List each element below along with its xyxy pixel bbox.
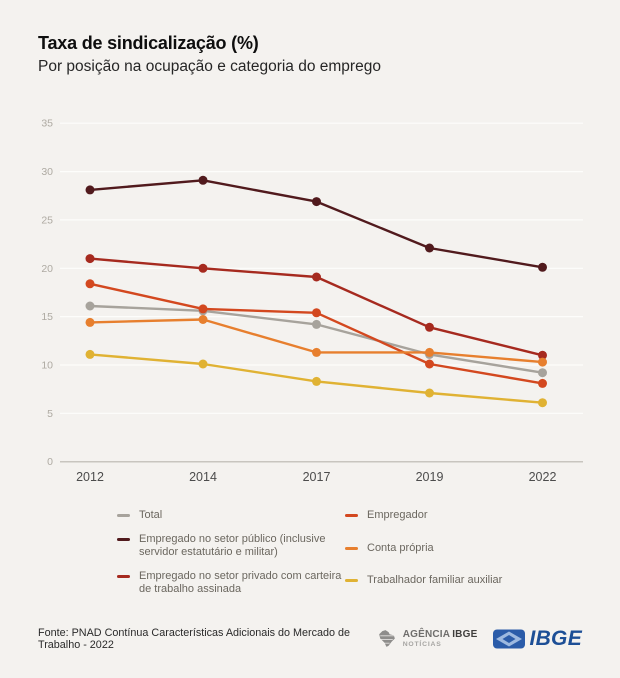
data-point	[85, 301, 95, 311]
source-note: Fonte: PNAD Contínua Características Adi…	[38, 627, 351, 651]
data-point	[538, 378, 547, 388]
legend-swatch	[345, 546, 358, 550]
y-tick-label: 5	[47, 408, 53, 420]
page-title: Taxa de sindicalização (%)	[38, 33, 259, 53]
data-point	[85, 254, 95, 264]
data-point	[312, 319, 321, 329]
legend-swatch	[345, 514, 358, 517]
chart-legend-column-left: Total Empregado no setor público (inclusi…	[117, 509, 344, 597]
data-point	[85, 349, 95, 359]
legend-item: Empregado no setor público (inclusive se…	[117, 533, 344, 560]
legend-item: Total	[117, 509, 344, 523]
data-point	[538, 398, 547, 408]
legend-label: Empregado no setor privado com carteira …	[139, 569, 342, 596]
data-point	[538, 262, 547, 272]
data-point	[425, 359, 434, 369]
ibge-logo: IBGE	[493, 627, 582, 651]
data-point	[312, 272, 321, 282]
legend-swatch	[117, 537, 130, 541]
data-point	[312, 376, 321, 386]
data-point	[538, 357, 547, 367]
y-tick-label: 0	[47, 456, 53, 468]
data-point	[425, 243, 434, 253]
agencia-word: AGÊNCIA	[402, 628, 451, 640]
series-line-1	[89, 179, 543, 269]
y-tick-label: 25	[41, 214, 53, 226]
ibge-logo-text: IBGE	[529, 627, 582, 650]
y-tick-label: 10	[41, 360, 53, 372]
ibge-diamond-icon	[493, 629, 526, 649]
data-point	[198, 359, 208, 369]
footer-logos: AGÊNCIA IBGE NOTÍCIAS IBGE	[375, 627, 582, 651]
series-line-3	[89, 282, 543, 385]
x-tick-label: 2017	[303, 470, 331, 484]
agencia-ibge-noticias-logo: AGÊNCIA IBGE NOTÍCIAS	[375, 628, 478, 651]
chart-legend-column-right: Empregador Conta própria Trabalhador famil…	[345, 509, 502, 588]
legend-label: Empregado no setor público (inclusive se…	[139, 532, 326, 559]
legend-item: Trabalhador familiar auxiliar	[345, 574, 502, 588]
data-point	[538, 350, 547, 360]
legend-item: Empregado no setor privado com carteira …	[117, 570, 344, 597]
page-subtitle: Por posição na ocupação e categoria do e…	[38, 58, 381, 75]
x-tick-label: 2012	[76, 470, 104, 484]
data-point	[85, 317, 95, 327]
noticias-word: NOTÍCIAS	[402, 640, 442, 648]
data-point	[425, 347, 434, 357]
data-point	[198, 263, 208, 273]
data-point	[198, 315, 208, 324]
brazil-map-icon	[378, 629, 395, 647]
legend-item: Empregador	[345, 509, 502, 523]
data-point	[425, 322, 434, 332]
x-tick-label: 2019	[416, 470, 444, 484]
agencia-ibge-word: IBGE	[452, 628, 478, 640]
data-point	[198, 304, 208, 314]
legend-swatch	[117, 514, 130, 517]
data-point	[425, 388, 434, 398]
legend-label: Conta própria	[367, 541, 434, 554]
legend-item: Conta própria	[345, 542, 502, 556]
y-tick-label: 15	[41, 311, 53, 323]
data-point	[312, 308, 321, 318]
data-point	[538, 368, 547, 378]
legend-label: Trabalhador familiar auxiliar	[367, 574, 503, 586]
y-tick-label: 30	[41, 166, 53, 178]
x-tick-label: 2022	[529, 470, 557, 484]
data-point	[312, 347, 321, 357]
data-point	[312, 197, 321, 207]
legend-label: Total	[139, 509, 163, 521]
legend-swatch	[117, 574, 130, 578]
unionization-line-chart: 0 5 10 15 20 25 30 35 2012 2014 2017 2019 2022	[41, 118, 583, 484]
footer: Fonte: PNAD Contínua Características Adi…	[38, 620, 582, 658]
x-tick-label: 2014	[189, 470, 217, 484]
data-point	[85, 279, 95, 289]
data-point	[198, 175, 208, 185]
legend-swatch	[345, 579, 358, 582]
y-tick-label: 20	[41, 263, 53, 275]
plot-area: 0 5 10 15 20 25 30 35 2012 2014 2017 2019 2022	[41, 118, 583, 484]
legend-label: Empregador	[367, 509, 428, 521]
y-tick-label: 35	[41, 118, 53, 130]
data-point	[85, 185, 95, 195]
agencia-logo-text: AGÊNCIA IBGE NOTÍCIAS	[402, 628, 478, 649]
